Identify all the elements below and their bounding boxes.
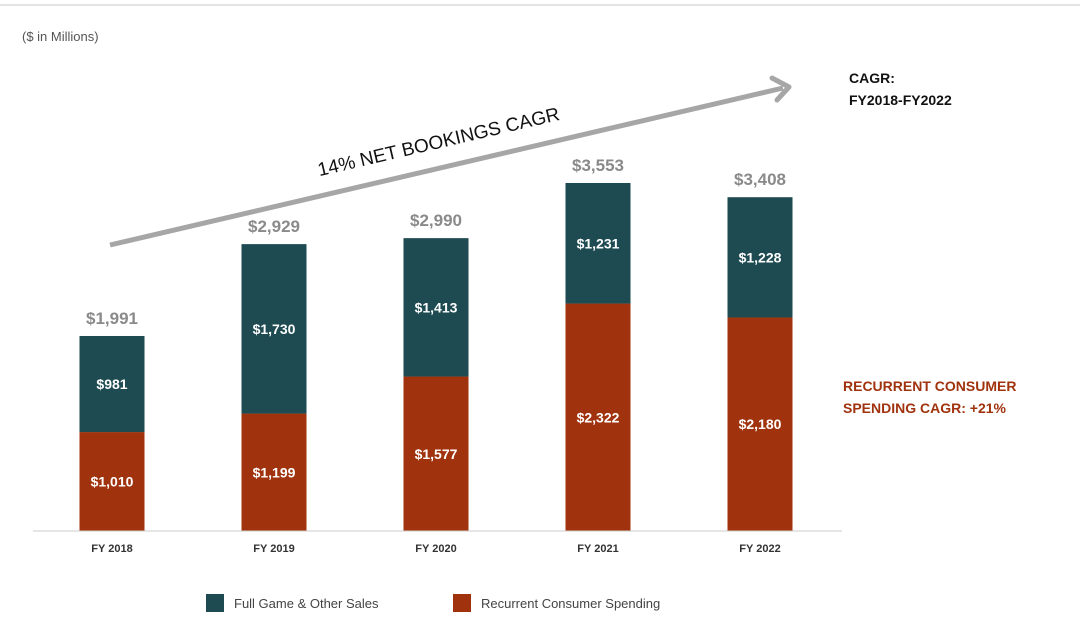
total-label-3: $3,553 — [572, 156, 624, 175]
legend-swatch-recurrent — [453, 594, 471, 612]
cagr-arrow — [109, 75, 792, 248]
bar-label-full-game-2: $1,413 — [415, 299, 458, 315]
rcs-note-line2: SPENDING CAGR: +21% — [843, 400, 1007, 416]
legend: Full Game & Other Sales Recurrent Consum… — [206, 594, 660, 612]
bar-label-recurrent-2: $1,577 — [415, 446, 458, 462]
bar-recurrent-0 — [79, 432, 145, 531]
bar-label-full-game-3: $1,231 — [577, 235, 620, 251]
total-label-1: $2,929 — [248, 217, 300, 236]
legend-swatch-full-game — [206, 594, 224, 612]
cagr-note-line2: FY2018-FY2022 — [849, 92, 952, 108]
bar-label-full-game-4: $1,228 — [739, 249, 782, 265]
cagr-note-line1: CAGR: — [849, 70, 895, 86]
total-label-4: $3,408 — [734, 170, 786, 189]
rcs-note-line1: RECURRENT CONSUMER — [843, 378, 1016, 394]
bars-group: $1,010 $981 $1,991 $1,199 $1,730 $2,929 $1,577… — [79, 156, 793, 531]
total-label-0: $1,991 — [86, 309, 138, 328]
bar-label-full-game-0: $981 — [96, 376, 127, 392]
x-tick-0: FY 2018 — [91, 543, 132, 555]
bar-label-recurrent-0: $1,010 — [91, 474, 134, 490]
cagr-arrow-head — [769, 75, 792, 103]
x-tick-4: FY 2022 — [739, 543, 780, 555]
x-tick-3: FY 2021 — [577, 543, 618, 555]
bar-full-game-2 — [403, 238, 469, 377]
bar-recurrent-1 — [241, 413, 307, 531]
bar-recurrent-4 — [727, 317, 793, 531]
bar-label-recurrent-1: $1,199 — [253, 464, 296, 480]
bar-label-recurrent-3: $2,322 — [577, 409, 620, 425]
unit-note: ($ in Millions) — [22, 29, 99, 44]
bar-label-full-game-1: $1,730 — [253, 321, 296, 337]
total-label-2: $2,990 — [410, 211, 462, 230]
bar-label-recurrent-4: $2,180 — [739, 416, 782, 432]
cagr-arrow-shaft — [109, 85, 784, 248]
legend-label-full-game: Full Game & Other Sales — [234, 596, 379, 611]
x-tick-labels: FY 2018 FY 2019 FY 2020 FY 2021 FY 2022 — [91, 543, 780, 555]
bar-recurrent-3 — [565, 303, 631, 531]
x-tick-2: FY 2020 — [415, 543, 456, 555]
x-tick-1: FY 2019 — [253, 543, 294, 555]
bar-full-game-4 — [727, 197, 793, 318]
bar-full-game-0 — [79, 335, 145, 433]
legend-label-recurrent: Recurrent Consumer Spending — [481, 596, 660, 611]
bar-full-game-3 — [565, 183, 631, 304]
bar-full-game-1 — [241, 244, 307, 414]
bar-recurrent-2 — [403, 376, 469, 531]
